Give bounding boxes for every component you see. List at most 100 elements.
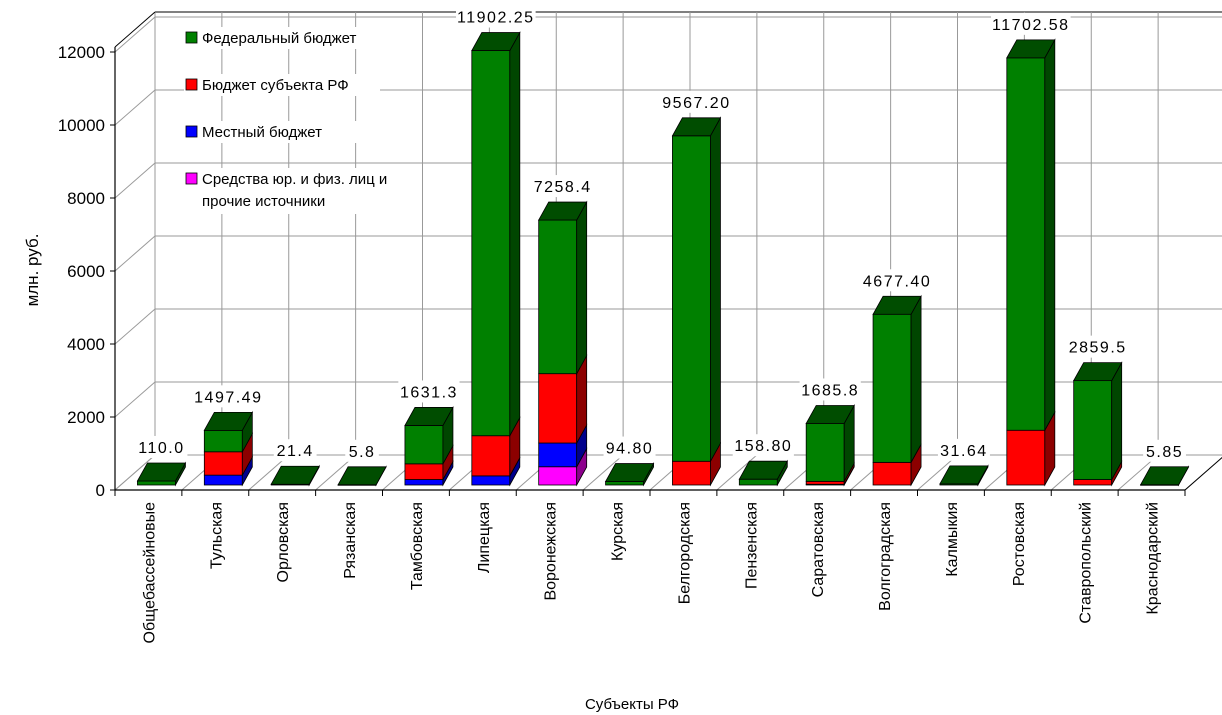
chart-bars bbox=[136, 31, 1190, 487]
x-tick-label: Орловская bbox=[275, 502, 292, 582]
bar-segment bbox=[538, 219, 578, 375]
bar-stack bbox=[471, 31, 521, 487]
chart-legend: Федеральный бюджет Бюджет субъекта РФ Мест… bbox=[184, 27, 390, 214]
y-tick-label: 2000 bbox=[67, 408, 105, 427]
legend-item-bg bbox=[184, 121, 380, 143]
legend-item-bg bbox=[184, 74, 380, 96]
legend-item-bg bbox=[184, 27, 380, 49]
bar-segment bbox=[805, 423, 845, 482]
value-label: 5.85 bbox=[1146, 444, 1183, 461]
bar-stack bbox=[1073, 361, 1123, 487]
x-tick-label: Калмыкия bbox=[944, 502, 961, 577]
floor-line bbox=[114, 454, 156, 491]
x-tick-label: Тамбовская bbox=[409, 502, 426, 590]
x-tick-label: Ставропольский bbox=[1078, 502, 1095, 624]
bar-segment bbox=[1006, 429, 1046, 486]
y-axis-label: млн. руб. bbox=[23, 234, 42, 307]
value-label-bg bbox=[193, 385, 264, 408]
bar-stack bbox=[939, 464, 989, 487]
bar-stack bbox=[404, 405, 454, 487]
value-label: 31.64 bbox=[940, 443, 988, 460]
value-label-bg bbox=[732, 434, 794, 457]
bar-top bbox=[1139, 466, 1190, 486]
bar-segment-side bbox=[1044, 38, 1056, 432]
bar-stack bbox=[604, 461, 655, 487]
value-label-bg bbox=[661, 90, 732, 113]
bar-segment bbox=[1073, 479, 1113, 486]
bar-stack bbox=[671, 116, 722, 487]
value-label-bg bbox=[991, 12, 1071, 35]
bar-top bbox=[805, 405, 855, 424]
value-label: 94.80 bbox=[606, 441, 654, 458]
y-tick-label: 4000 bbox=[67, 335, 105, 354]
bar-top bbox=[270, 465, 320, 485]
grid-line-side bbox=[114, 16, 156, 53]
bar-top bbox=[738, 460, 788, 480]
value-label-bg bbox=[861, 269, 933, 292]
bar-top bbox=[337, 466, 387, 486]
bar-segment bbox=[672, 460, 711, 486]
x-tick-label: Рязанская bbox=[342, 502, 359, 579]
value-label: 2859.5 bbox=[1069, 340, 1127, 357]
bar-segment bbox=[137, 480, 176, 486]
grid-line-side bbox=[114, 308, 156, 345]
bar-segment bbox=[872, 461, 912, 486]
bar-stack bbox=[538, 200, 588, 487]
bar-segment bbox=[738, 478, 778, 486]
value-label: 1497.49 bbox=[194, 389, 262, 406]
bar-segment-side bbox=[910, 294, 922, 464]
x-tick-label: Белгородская bbox=[676, 502, 693, 604]
bar-top bbox=[872, 295, 922, 315]
legend-item-bg bbox=[184, 168, 390, 214]
bar-segment bbox=[404, 463, 444, 480]
bar-segment bbox=[471, 50, 511, 437]
bar-segment bbox=[538, 466, 578, 486]
value-label: 5.8 bbox=[349, 444, 376, 461]
bar-top bbox=[671, 117, 722, 137]
grid-line-side bbox=[114, 89, 156, 126]
x-tick-label: Общебассейновые bbox=[141, 502, 158, 644]
value-label-bg bbox=[456, 5, 536, 28]
bar-stack bbox=[203, 410, 253, 487]
bar-stack bbox=[738, 459, 788, 487]
value-label-bg bbox=[603, 436, 656, 459]
bar-stack bbox=[872, 294, 922, 487]
value-label-bg bbox=[273, 439, 317, 462]
bar-segment-side bbox=[576, 200, 588, 376]
value-label-bg bbox=[1143, 439, 1186, 462]
y-axis-top-edge bbox=[114, 11, 156, 48]
x-tick-label: Краснодарский bbox=[1145, 502, 1162, 615]
bar-segment bbox=[538, 442, 578, 468]
bar-top bbox=[404, 407, 454, 426]
legend-swatch bbox=[185, 125, 198, 138]
bar-segment-side bbox=[1111, 361, 1123, 482]
value-label: 21.4 bbox=[277, 443, 314, 460]
bar-stack bbox=[1006, 38, 1056, 487]
value-label-bg bbox=[937, 438, 990, 461]
value-label: 1685.8 bbox=[801, 382, 859, 399]
x-axis-label: Субъекты РФ bbox=[585, 696, 679, 713]
legend-label: Бюджет субъекта РФ bbox=[202, 77, 349, 94]
value-label: 11902.25 bbox=[457, 10, 535, 27]
bar-segment bbox=[203, 474, 243, 486]
value-label: 9567.20 bbox=[662, 95, 730, 112]
legend-swatch bbox=[185, 31, 198, 44]
x-tick-label: Пензенская bbox=[743, 502, 760, 589]
bar-segment bbox=[471, 475, 511, 486]
bar-segment bbox=[872, 313, 912, 463]
floor-line bbox=[582, 454, 624, 491]
bar-segment bbox=[1073, 380, 1113, 480]
value-label: 11702.58 bbox=[992, 17, 1070, 34]
bar-segment bbox=[538, 373, 578, 444]
value-label-bg bbox=[398, 380, 460, 403]
y-tick-label: 12000 bbox=[58, 43, 105, 62]
bar-stack bbox=[805, 403, 855, 487]
bar-segment bbox=[471, 435, 511, 477]
bar-segment bbox=[404, 425, 444, 465]
value-label-bg bbox=[799, 378, 861, 401]
bar-segment bbox=[203, 429, 243, 453]
y-tick-label: 6000 bbox=[67, 262, 105, 281]
grid-line-side bbox=[114, 235, 156, 272]
grid-line-side bbox=[114, 381, 156, 418]
bar-stack bbox=[337, 465, 387, 487]
